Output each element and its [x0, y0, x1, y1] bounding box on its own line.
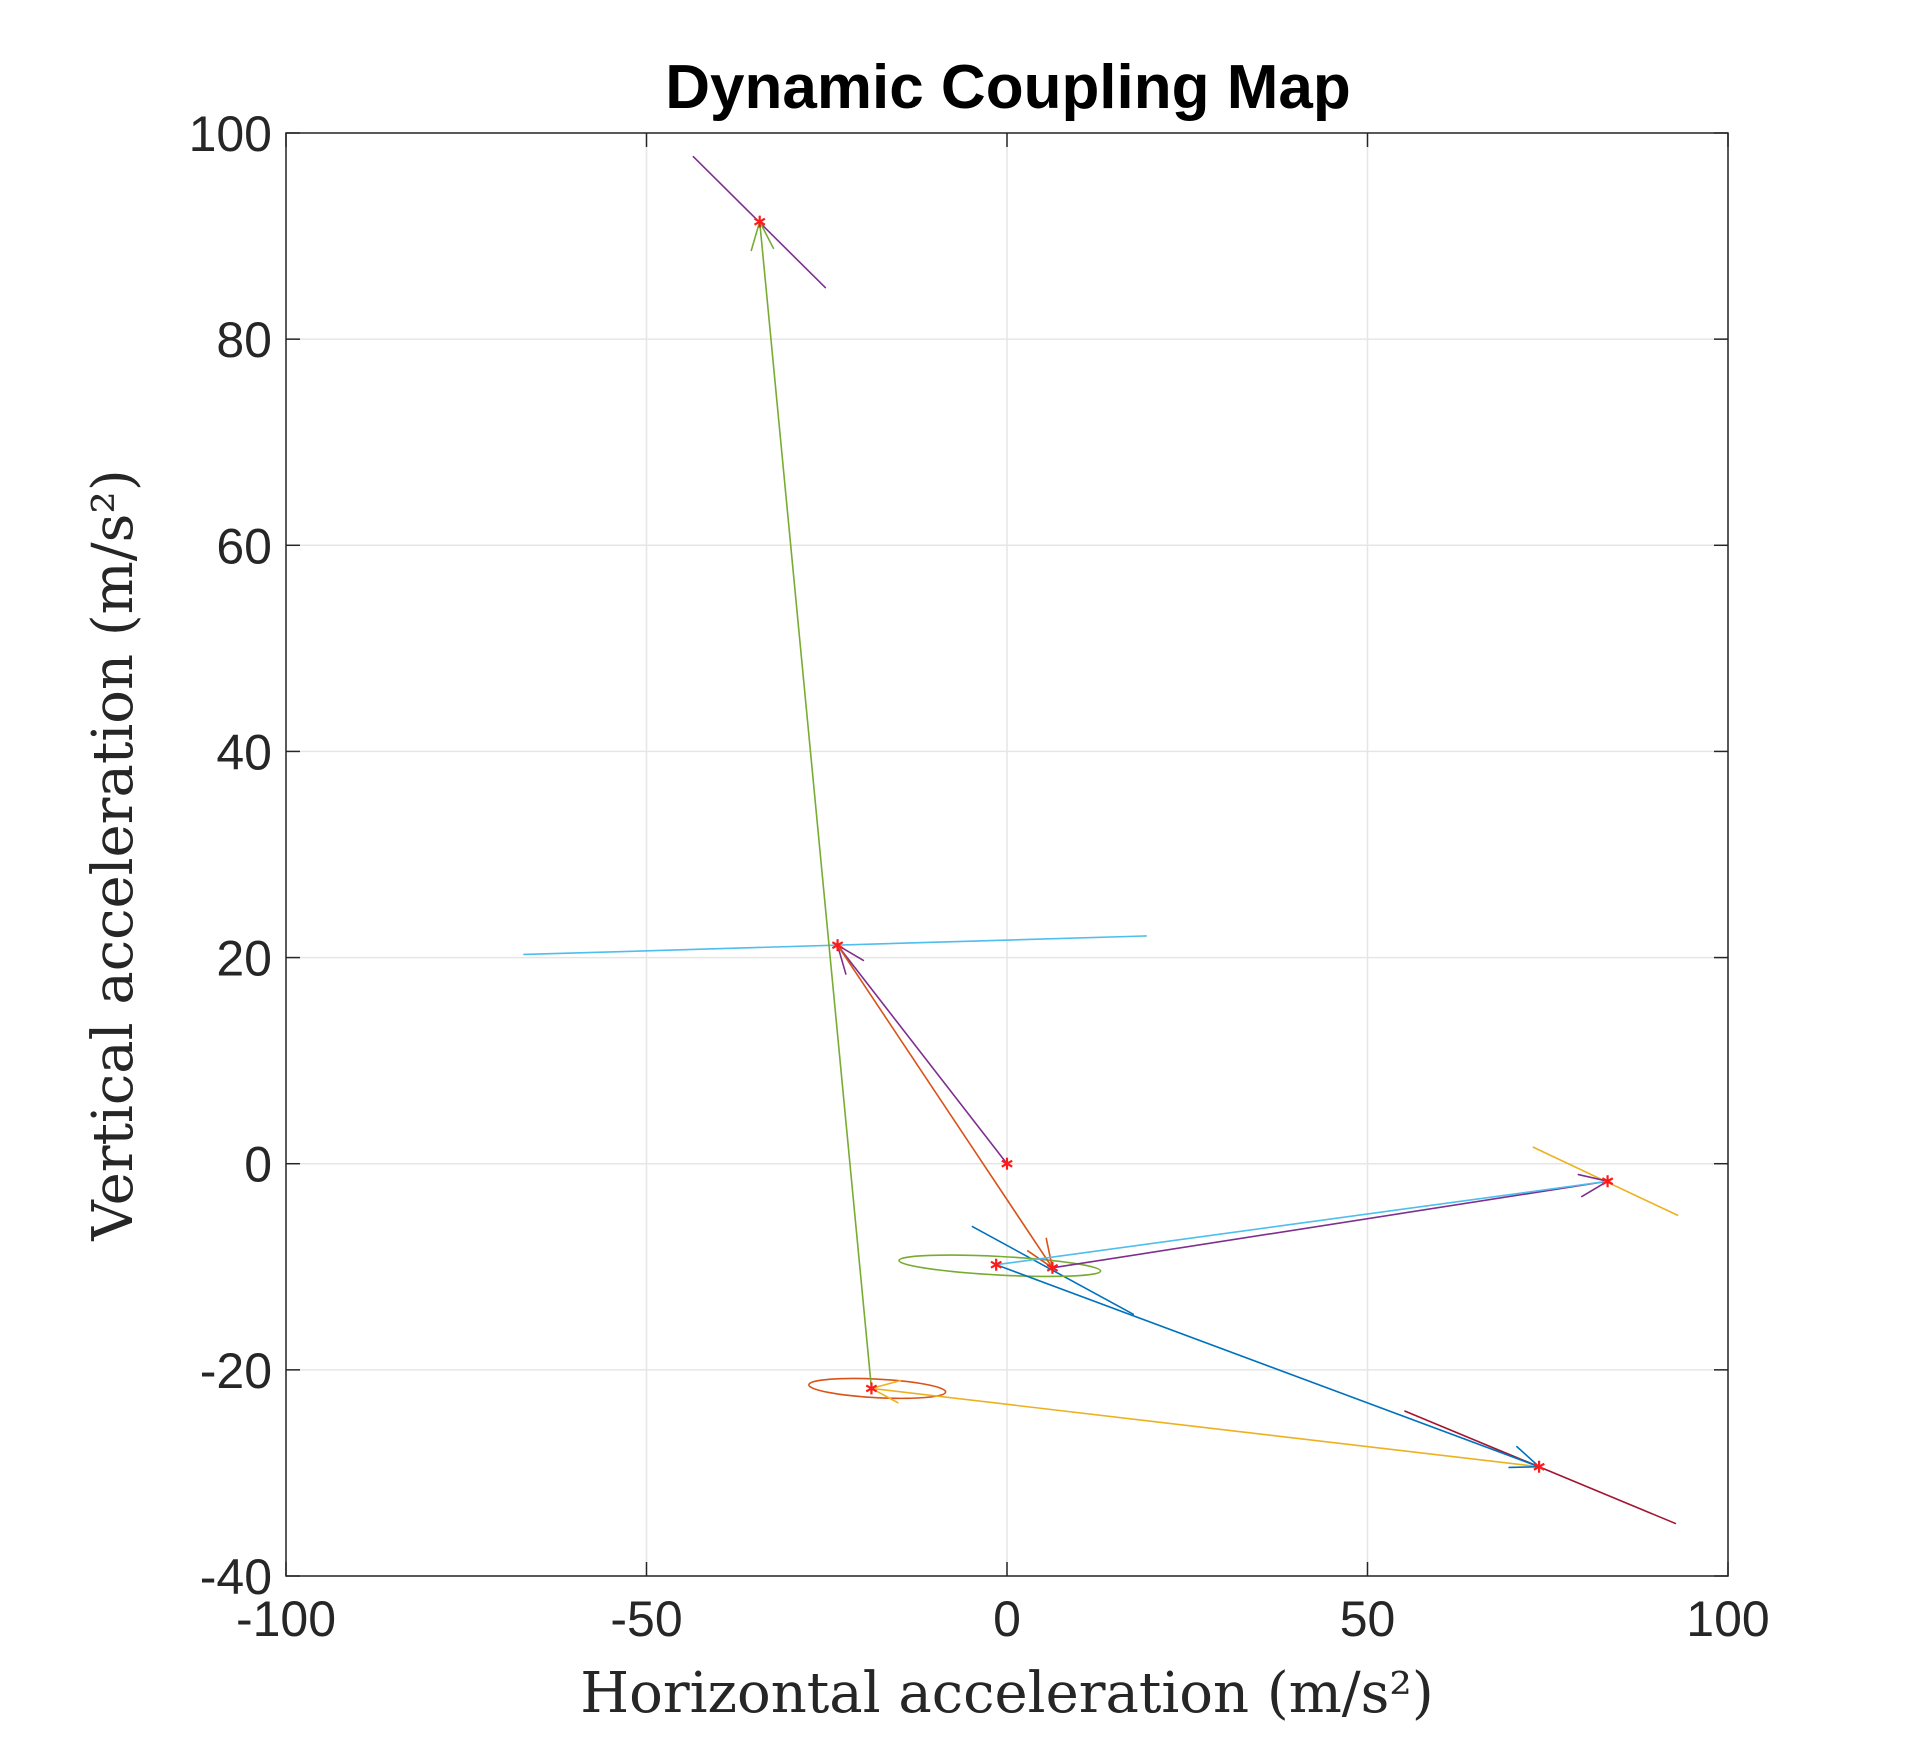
link-line	[1051, 1180, 1609, 1269]
y-tick-label: 60	[216, 518, 272, 574]
y-tick-label: 100	[189, 106, 272, 162]
x-tick-label: -100	[236, 1591, 336, 1647]
plot-area	[523, 155, 1679, 1525]
y-tick-label: 20	[216, 931, 272, 987]
y-tick-label: 0	[244, 1137, 272, 1193]
y-tick-label: 40	[216, 724, 272, 780]
axis-ticks: -100 -50 0 50 100 -40 -20 0 20 40 60 80 100	[189, 106, 1770, 1647]
data-point-marker	[831, 939, 844, 952]
data-point-marker	[1046, 1261, 1059, 1274]
chart-title: Dynamic Coupling Map	[665, 53, 1350, 122]
x-tick-label: -50	[610, 1591, 682, 1647]
data-point-marker	[1601, 1175, 1614, 1188]
principal-axis-line	[523, 935, 1147, 956]
data-point-marker	[1533, 1460, 1545, 1473]
y-tick-label: -40	[200, 1549, 272, 1605]
link-line	[758, 220, 873, 1390]
ellipse-path	[808, 1377, 947, 1400]
link-line	[836, 944, 1054, 1269]
link-line	[836, 944, 1008, 1165]
x-tick-label: 50	[1340, 1591, 1396, 1647]
x-tick-label: 0	[993, 1591, 1021, 1647]
data-point-marker	[865, 1382, 878, 1395]
ellipse-path	[898, 1254, 1102, 1278]
link-line	[870, 1387, 1540, 1468]
data-point-marker	[1001, 1157, 1013, 1170]
x-axis-label: Horizontal acceleration (m/s²)	[580, 1661, 1433, 1726]
data-point-marker	[990, 1258, 1002, 1271]
y-tick-label: 80	[216, 312, 272, 368]
x-tick-label: 100	[1686, 1591, 1769, 1647]
y-axis-label: Vertical acceleration (m/s²)	[81, 469, 146, 1241]
link-line	[995, 1263, 1540, 1468]
link-line	[995, 1180, 1609, 1266]
grid	[285, 132, 1729, 1577]
data-point-marker	[753, 215, 766, 228]
y-tick-label: -20	[200, 1343, 272, 1399]
